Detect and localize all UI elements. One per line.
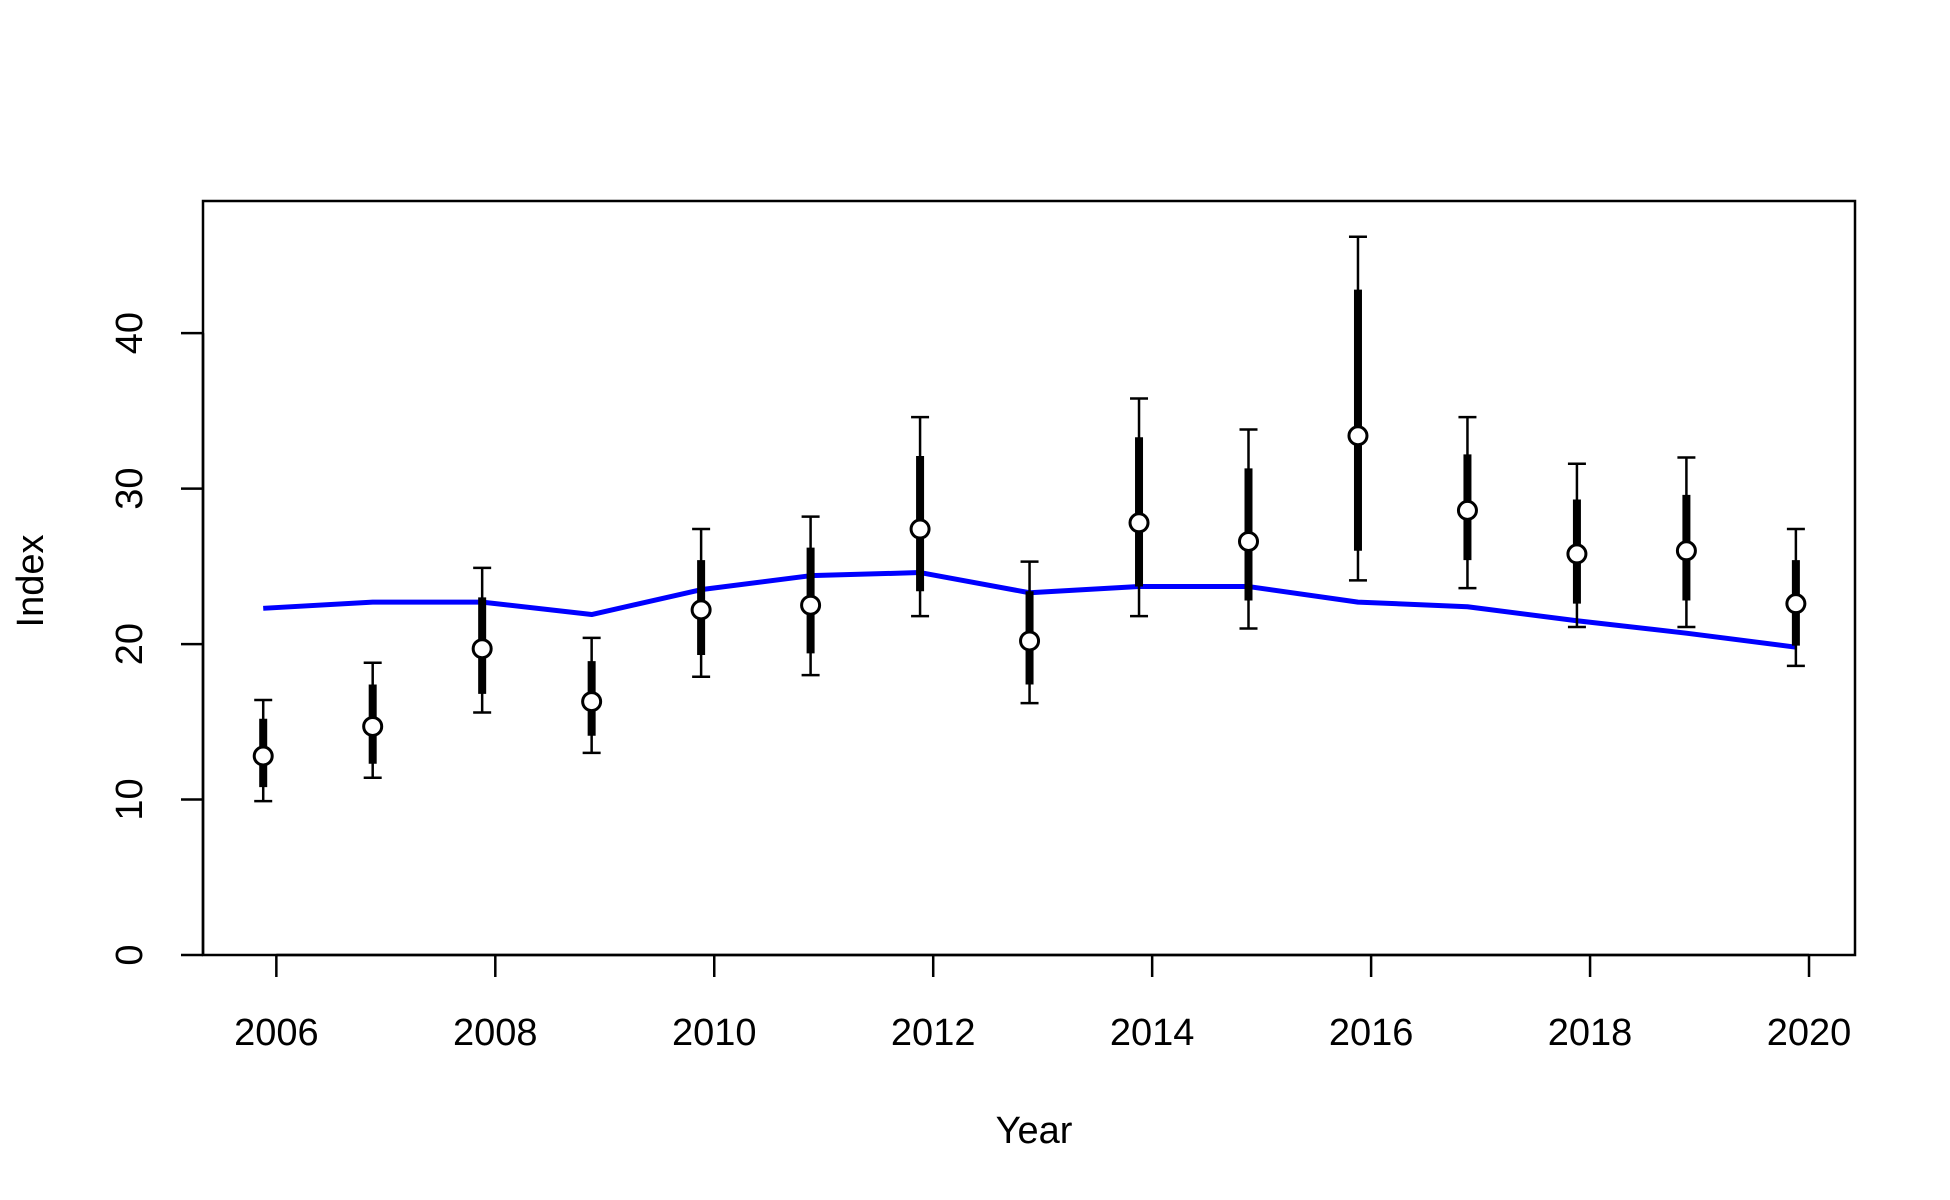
x-tick-label: 2010 [672,1012,757,1054]
y-tick-label: 10 [109,778,151,820]
x-tick-label: 2018 [1548,1012,1633,1054]
data-point [800,594,822,616]
x-tick-label: 2014 [1110,1012,1195,1054]
x-tick-label: 2016 [1329,1012,1414,1054]
error-bars-group [254,235,1805,803]
error-bar [1348,235,1367,582]
points-group [252,425,1807,767]
error-bar [1239,428,1258,630]
data-point [362,715,384,737]
y-tick-label: 30 [109,467,151,509]
x-tick-label: 2012 [891,1012,976,1054]
data-point [1566,543,1588,565]
data-point [690,599,712,621]
error-bar [911,415,930,618]
data-point [471,638,493,660]
x-tick-label: 2008 [453,1012,538,1054]
y-tick-label: 20 [109,623,151,665]
x-tick-label: 2006 [234,1012,319,1054]
y-tick-label: 0 [109,944,151,965]
axes-group: 2006 2008 2010 2012 2014 2016 2018 2020 0 10 20 30 4… [109,199,1857,1054]
y-tick-label: 40 [109,312,151,354]
data-point [252,745,274,767]
x-tick-label: 2020 [1767,1012,1852,1054]
data-point [1128,512,1150,534]
data-point [1019,630,1041,652]
data-point [1785,593,1807,615]
data-point [581,691,603,713]
data-point [909,518,931,540]
data-point [1456,499,1478,521]
x-axis-title: Year [996,1110,1073,1152]
y-axis-title: Index [10,535,52,628]
data-point [1238,530,1260,552]
data-point [1347,425,1369,447]
data-point [1675,540,1697,562]
error-bar [1130,397,1149,618]
